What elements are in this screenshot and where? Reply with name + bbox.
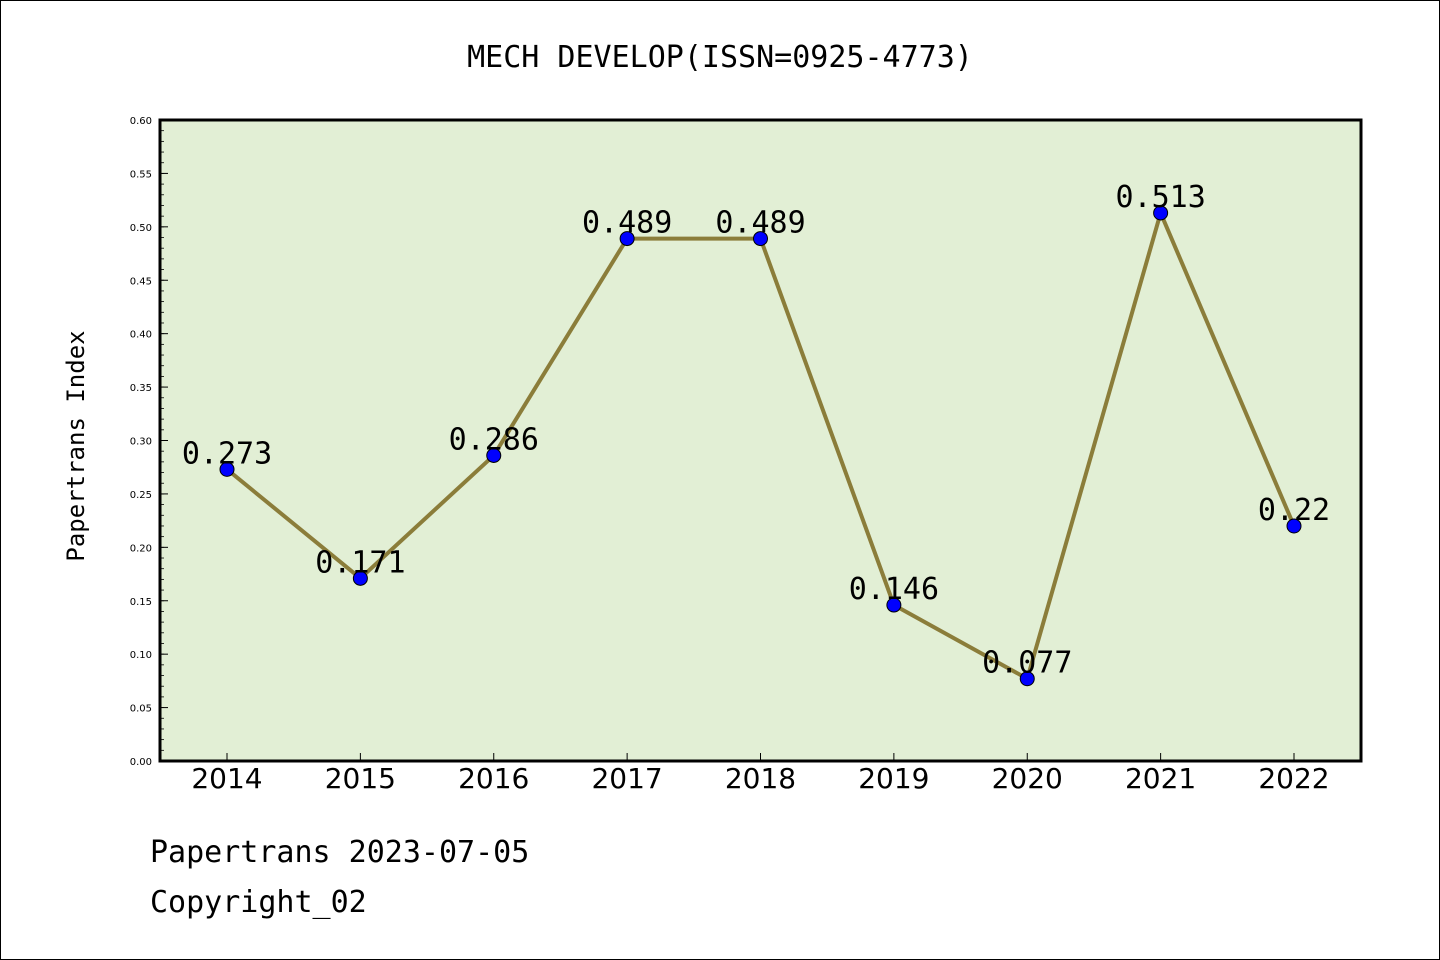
x-tick-label: 2016 [458, 762, 529, 795]
x-tick-label: 2015 [325, 762, 396, 795]
data-point [886, 597, 902, 613]
data-point [1019, 671, 1035, 687]
data-label: 0.273 [182, 436, 272, 471]
y-axis: 0.00 0.05 0.10 0.15 0.20 0.25 0.30 0.35 0.40 0.45… [130, 116, 168, 768]
data-label: 0.489 [582, 206, 672, 241]
data-point [486, 447, 502, 463]
data-point [1153, 205, 1169, 221]
x-tick-label: 2019 [858, 762, 929, 795]
x-tick-label: 2018 [725, 762, 796, 795]
y-tick-label: 0.60 [130, 116, 152, 127]
data-point [619, 231, 635, 247]
footer-date: Papertrans 2023-07-05 [150, 835, 530, 870]
y-tick-label: 0.10 [130, 650, 152, 661]
data-label: 0.286 [449, 422, 539, 457]
y-tick-label: 0.20 [130, 543, 152, 554]
y-axis-label: Papertrans Index [62, 330, 90, 561]
y-tick-label: 0.25 [130, 490, 152, 501]
y-tick-label: 0.40 [130, 330, 152, 341]
y-tick-label: 0.15 [130, 597, 152, 608]
y-tick-label: 0.05 [130, 704, 152, 715]
y-tick-label: 0.45 [130, 276, 152, 287]
footer-copyright: Copyright_02 [150, 885, 367, 920]
x-tick-label: 2014 [191, 762, 262, 795]
data-point [753, 231, 768, 247]
y-tick-label: 0.35 [130, 383, 152, 394]
x-tick-label: 2021 [1125, 762, 1196, 795]
data-label: 0.146 [849, 572, 939, 607]
data-point [352, 570, 368, 586]
y-tick-label: 0.55 [130, 169, 152, 180]
y-tick-label: 0.30 [130, 437, 152, 448]
x-axis: 2014 2015 2016 2017 2018 2019 2020 2021 2022 [191, 753, 1330, 795]
y-tick-label: 0.00 [130, 757, 152, 768]
data-label: 0.22 [1258, 493, 1330, 528]
x-tick-label: 2020 [992, 762, 1063, 795]
data-label: 0.513 [1115, 180, 1205, 215]
data-label: 0.077 [982, 646, 1072, 681]
plot-area [158, 118, 1363, 763]
data-label: 0.171 [315, 545, 405, 580]
series-layer: 0.273 0.171 0.286 0.489 0.489 0.146 0.077 0.513… [182, 180, 1330, 687]
chart-title: MECH DEVELOP(ISSN=0925-4773) [467, 40, 973, 75]
x-tick-label: 2022 [1258, 762, 1329, 795]
data-point [219, 461, 235, 477]
data-point [1286, 518, 1302, 534]
x-tick-label: 2017 [591, 762, 662, 795]
data-label: 0.489 [715, 206, 805, 241]
y-tick-label: 0.50 [130, 223, 152, 234]
